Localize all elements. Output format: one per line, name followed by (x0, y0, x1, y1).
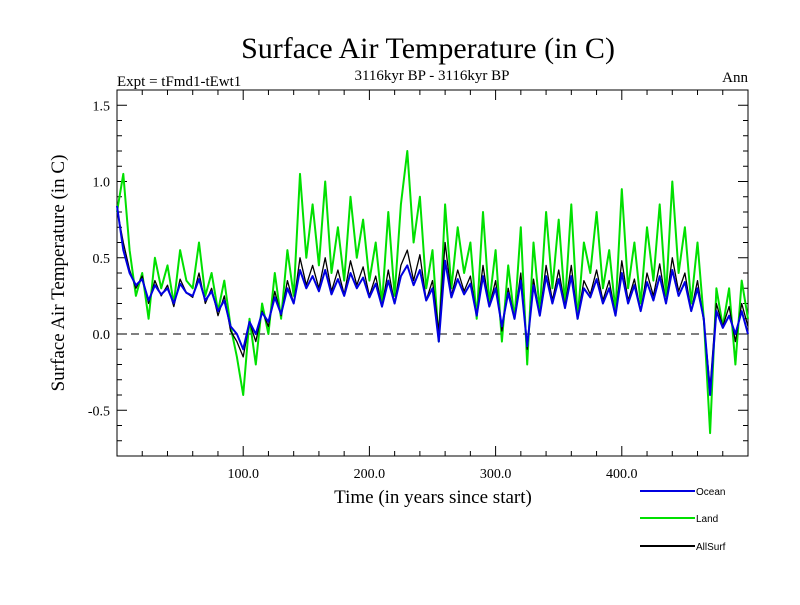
y-tick-label: 0.0 (93, 328, 111, 343)
y-tick-label: 0.5 (93, 252, 111, 267)
series-layer (116, 150, 749, 435)
experiment-label: Expt = tFmd1-tEwt1 (117, 74, 241, 90)
y-axis-label: Surface Air Temperature (in C) (48, 155, 69, 392)
series-line-ocean (116, 205, 749, 396)
y-axis-ticks: -0.5 0.0 0.5 1.0 1.5 (88, 99, 748, 419)
x-tick-label: 300.0 (480, 467, 512, 482)
x-tick-label: 200.0 (354, 467, 386, 482)
series-line-land (116, 150, 749, 435)
minor-ticks (117, 90, 748, 456)
y-tick-label: 1.5 (93, 99, 111, 114)
chart-title: Surface Air Temperature (in C) (241, 32, 615, 65)
legend-label-ocean: Ocean (696, 487, 725, 498)
x-tick-label: 400.0 (606, 467, 638, 482)
x-tick-label: 100.0 (227, 467, 259, 482)
y-tick-label: 1.0 (93, 176, 111, 191)
y-tick-label: -0.5 (88, 404, 110, 419)
legend-label-land: Land (696, 514, 718, 525)
season-label: Ann (722, 70, 748, 86)
legend-label-allsurf: AllSurf (696, 542, 726, 553)
x-axis-ticks: 100.0 200.0 300.0 400.0 (227, 90, 638, 482)
x-axis-label: Time (in years since start) (334, 487, 532, 508)
chart-subtitle: 3116kyr BP - 3116kyr BP (354, 68, 509, 84)
legend: Ocean Land AllSurf (640, 487, 726, 553)
